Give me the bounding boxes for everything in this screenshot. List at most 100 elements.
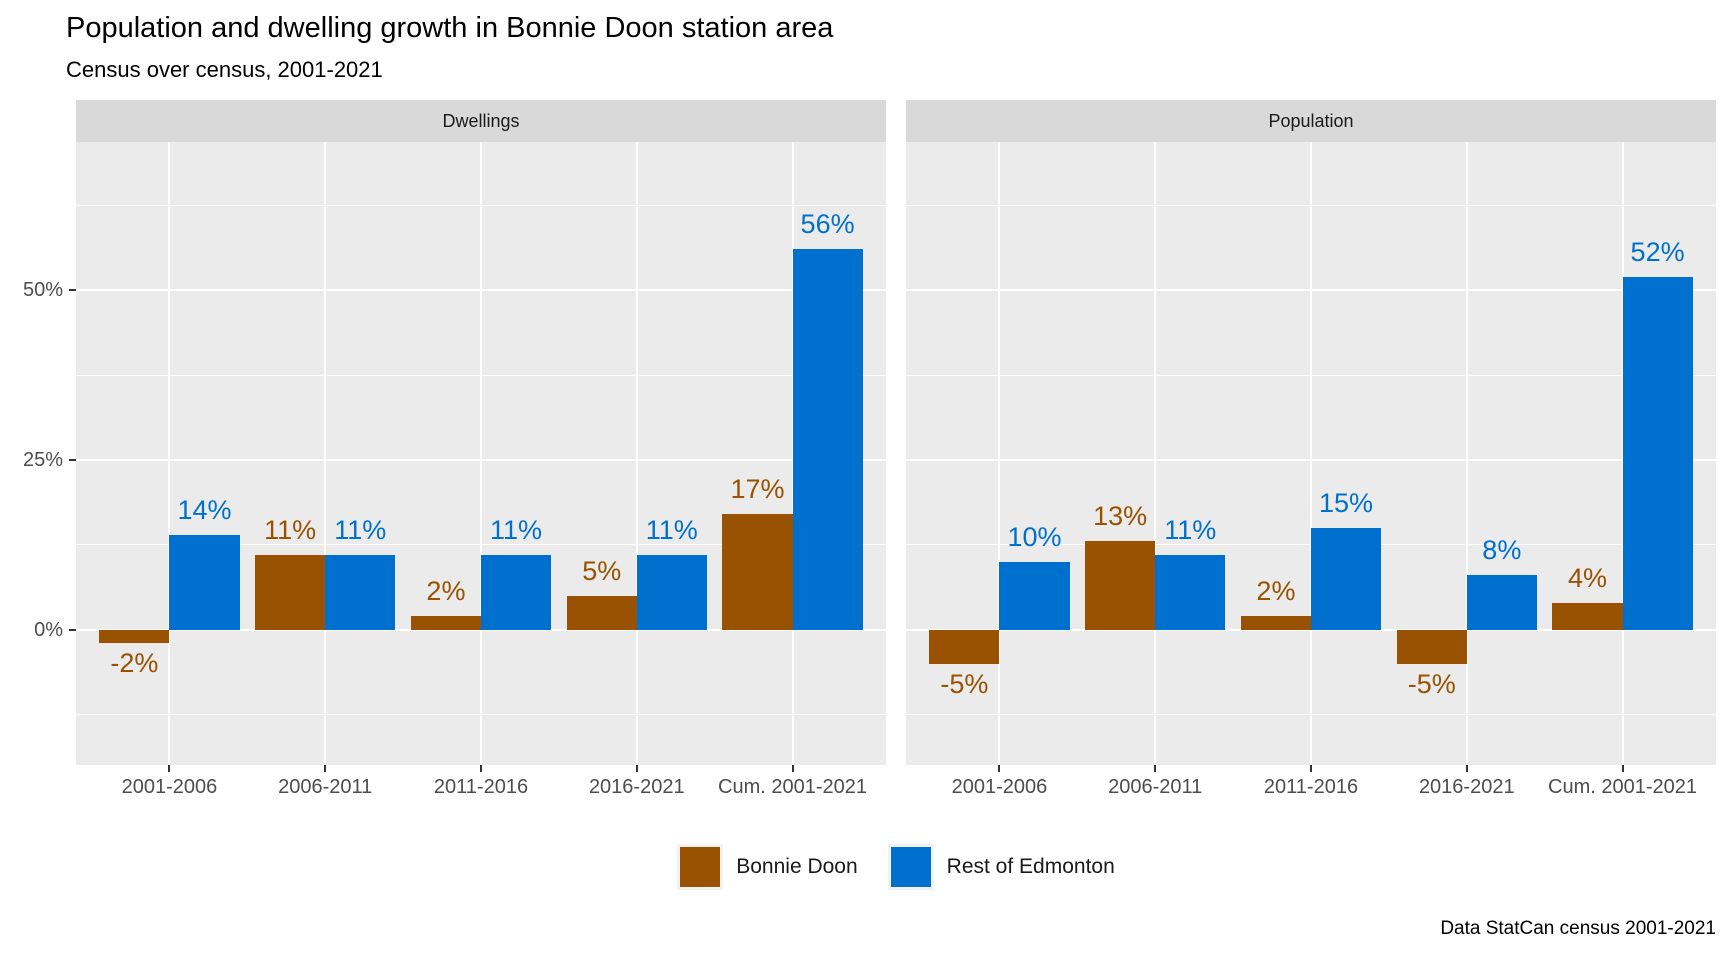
caption: Data StatCan census 2001-2021 (1440, 918, 1716, 939)
legend-label: Rest of Edmonton (946, 855, 1115, 878)
x-axis-label: 2011-2016 (433, 776, 529, 798)
x-axis-dwellings: 2001-2006 2006-2011 2011-2016 2016-2021 Cum.… (76, 765, 886, 810)
bar (169, 534, 240, 630)
bar (636, 555, 707, 630)
gridline-minor (76, 544, 886, 546)
bar-value-label: -5% (1407, 668, 1456, 699)
x-axis-label: 2011-2016 (1263, 776, 1359, 798)
x-axis-label: 2001-2006 (951, 776, 1048, 798)
y-axis: 0% 25% 50% (0, 142, 76, 765)
bar-value-label: 15% (1319, 487, 1374, 518)
x-axis-label: Cum. 2001-2021 (718, 776, 868, 798)
bar (1155, 555, 1226, 630)
bar-value-label: 4% (1567, 562, 1607, 593)
bar (566, 595, 637, 630)
bar-value-label: -5% (940, 668, 989, 699)
gridline-minor (906, 204, 1716, 206)
gridline-vertical (480, 142, 482, 765)
y-tick-mark (69, 628, 76, 631)
rest-of-edmonton-swatch-icon (890, 847, 931, 887)
bonnie-doon-swatch-icon (680, 847, 721, 887)
bar-value-label: 13% (1093, 501, 1148, 532)
bar-value-label: -2% (110, 648, 159, 679)
x-tick-mark (1154, 765, 1157, 772)
bar (99, 629, 170, 644)
bar (255, 555, 326, 630)
legend-item-rest-of-edmonton: Rest of Edmonton (887, 844, 1115, 890)
bar-value-label: 11% (334, 515, 387, 546)
legend-key (887, 844, 934, 890)
x-tick-mark (1310, 765, 1312, 772)
bar-value-label: 10% (1007, 521, 1062, 552)
x-tick-mark (324, 765, 327, 772)
bar (1311, 527, 1382, 630)
x-axis-population: 2001-2006 2006-2011 2011-2016 2016-2021 Cum.… (906, 765, 1716, 810)
x-tick-mark (480, 765, 482, 772)
y-axis-label: 25% (22, 448, 63, 471)
facet-dwellings: Dwellings -2% 11% 2% 5% 17% 14% 11% 11% 11% 56% 2… (76, 100, 886, 810)
x-tick-mark (635, 765, 638, 772)
x-axis-label: 2016-2021 (1418, 776, 1515, 798)
bar (1396, 629, 1467, 664)
bar (481, 555, 552, 630)
x-axis-label: 2006-2011 (1108, 776, 1203, 798)
legend-key (677, 844, 724, 890)
bar-value-label: 11% (264, 515, 317, 546)
bar-value-label: 2% (1256, 576, 1296, 607)
gridline-minor (76, 374, 886, 376)
bar-value-label: 11% (490, 515, 543, 546)
bar-value-label: 8% (1482, 535, 1522, 566)
x-tick-mark (998, 765, 1001, 772)
bar (1085, 541, 1156, 630)
y-axis-label: 50% (22, 279, 63, 302)
bar (1240, 616, 1311, 630)
legend-label: Bonnie Doon (736, 855, 858, 878)
x-axis-label: 2006-2011 (278, 776, 373, 798)
bar-value-label: 5% (582, 555, 622, 586)
y-tick-mark (69, 458, 76, 461)
gridline-vertical (635, 142, 638, 765)
page-subtitle: Census over census, 2001-2021 (66, 57, 383, 82)
x-tick-mark (791, 765, 794, 772)
gridline-major (76, 458, 886, 461)
x-tick-mark (1465, 765, 1468, 772)
bar (325, 555, 396, 630)
bar (929, 629, 1000, 664)
bar-value-label: 52% (1630, 236, 1685, 267)
gridline-minor (76, 714, 886, 716)
bar-value-label: 14% (177, 494, 232, 525)
legend: Bonnie Doon Rest of Edmonton (0, 836, 1728, 898)
gridline-major (906, 458, 1716, 461)
gridline-vertical (324, 142, 327, 765)
bar (792, 249, 863, 630)
bar (410, 616, 481, 630)
bar (999, 561, 1070, 630)
gridline-vertical (1154, 142, 1157, 765)
gridline-vertical (1465, 142, 1468, 765)
gridline-major (906, 289, 1716, 292)
x-tick-mark (1621, 765, 1624, 772)
x-axis-label: 2001-2006 (121, 776, 218, 798)
gridline-minor (906, 714, 1716, 716)
gridline-vertical (1310, 142, 1312, 765)
gridline-major (76, 289, 886, 292)
y-tick-mark (69, 289, 76, 292)
y-axis-label: 0% (34, 618, 63, 641)
gridline-major (76, 628, 886, 631)
bar-value-label: 11% (645, 515, 698, 546)
facet-strip-population: Population (906, 100, 1716, 142)
x-tick-mark (168, 765, 171, 772)
gridline-minor (76, 204, 886, 206)
x-axis-label: 2016-2021 (588, 776, 685, 798)
gridline-major (906, 628, 1716, 631)
x-axis-label: Cum. 2001-2021 (1548, 776, 1698, 798)
bar (722, 514, 793, 630)
gridline-vertical (168, 142, 171, 765)
bar-value-label: 17% (730, 474, 785, 505)
page-title: Population and dwelling growth in Bonnie… (66, 12, 834, 44)
bar-value-label: 11% (1164, 515, 1217, 546)
facet-strip-dwellings: Dwellings (76, 100, 886, 142)
bar (1622, 276, 1693, 630)
panel-population: -5% 13% 2% -5% 4% 10% 11% 15% 8% 52% (906, 142, 1716, 765)
